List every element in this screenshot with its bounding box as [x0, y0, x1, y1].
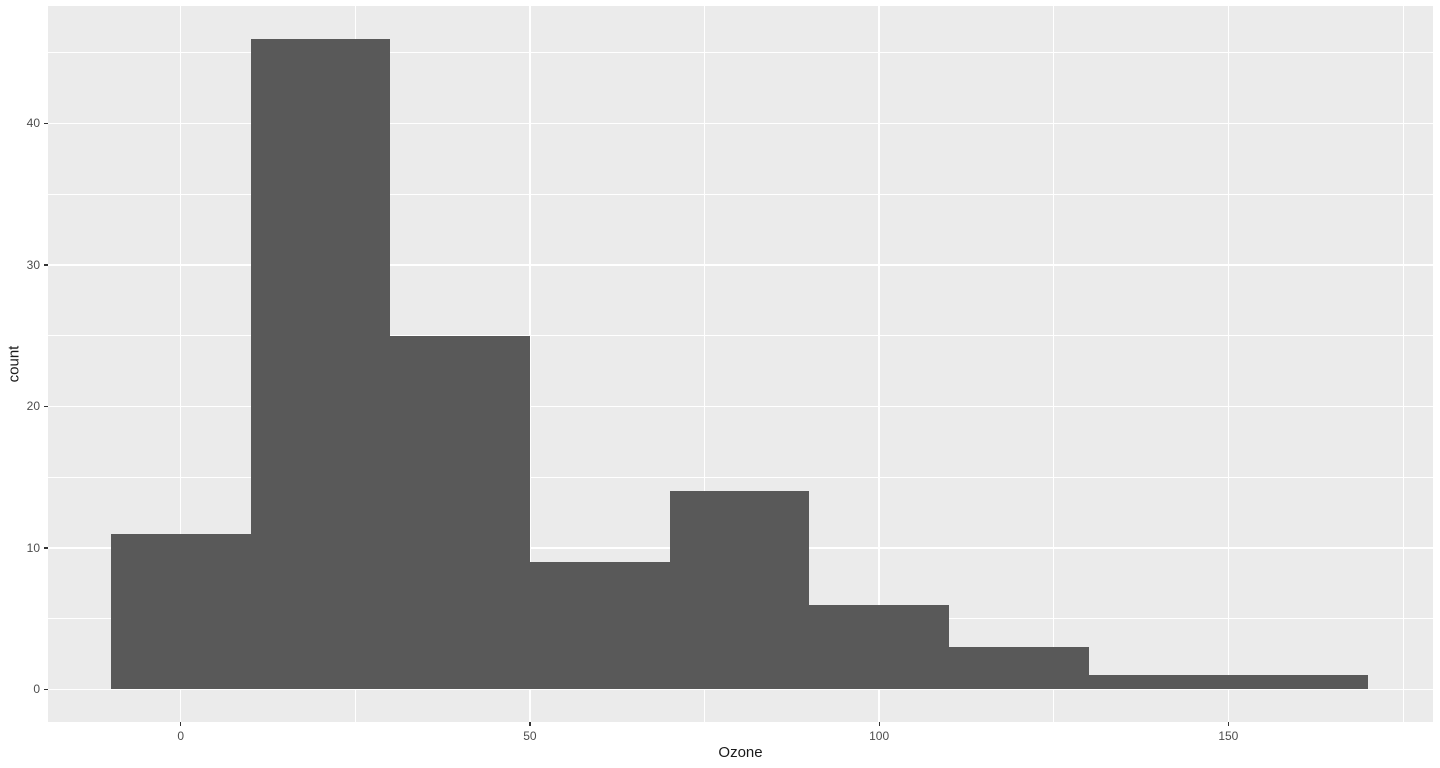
x-tick-label: 100: [869, 729, 890, 743]
y-minor-gridline: [48, 193, 1433, 195]
y-tick-label: 40: [26, 116, 40, 131]
y-major-gridline: [48, 405, 1433, 408]
histogram-bar: [110, 533, 251, 690]
y-major-gridline: [48, 688, 1433, 691]
y-minor-gridline: [48, 52, 1433, 54]
x-tick-mark: [529, 722, 531, 726]
x-tick-mark: [1227, 722, 1229, 726]
y-tick-label: 10: [26, 540, 40, 555]
y-tick-label: 30: [26, 257, 40, 272]
y-tick-label: 0: [33, 682, 40, 697]
x-major-gridline: [878, 6, 880, 722]
x-major-gridline: [1227, 6, 1230, 722]
y-tick-mark: [44, 264, 48, 266]
x-minor-gridline: [704, 6, 705, 722]
x-axis-title: Ozone: [718, 744, 763, 761]
y-tick-mark: [44, 547, 48, 549]
x-major-gridline: [529, 6, 531, 722]
y-tick-label: 20: [26, 399, 40, 414]
x-minor-gridline: [1053, 6, 1055, 722]
x-minor-gridline: [1402, 6, 1404, 722]
y-minor-gridline: [48, 476, 1433, 478]
x-tick-label: 150: [1218, 729, 1239, 743]
histogram-bar: [1228, 675, 1369, 690]
x-tick-label: 50: [523, 729, 537, 743]
y-tick-mark: [44, 122, 48, 125]
histogram-bar: [669, 491, 810, 690]
y-major-gridline: [48, 264, 1433, 266]
plot-panel: [48, 6, 1433, 722]
histogram-bar: [948, 647, 1089, 690]
histogram-bar: [1088, 675, 1229, 690]
histogram-bar: [250, 38, 391, 690]
histogram-bar: [809, 604, 949, 690]
y-tick-mark: [44, 688, 48, 691]
x-tick-mark: [878, 722, 880, 726]
y-tick-mark: [44, 405, 48, 408]
y-major-gridline: [48, 122, 1433, 125]
x-tick-label: 0: [177, 729, 185, 743]
x-major-gridline: [180, 6, 182, 722]
y-axis-title: count: [5, 345, 23, 383]
x-tick-mark: [180, 722, 182, 726]
histogram-bar: [390, 335, 530, 690]
histogram-bar: [529, 562, 670, 690]
y-minor-gridline: [48, 335, 1433, 337]
